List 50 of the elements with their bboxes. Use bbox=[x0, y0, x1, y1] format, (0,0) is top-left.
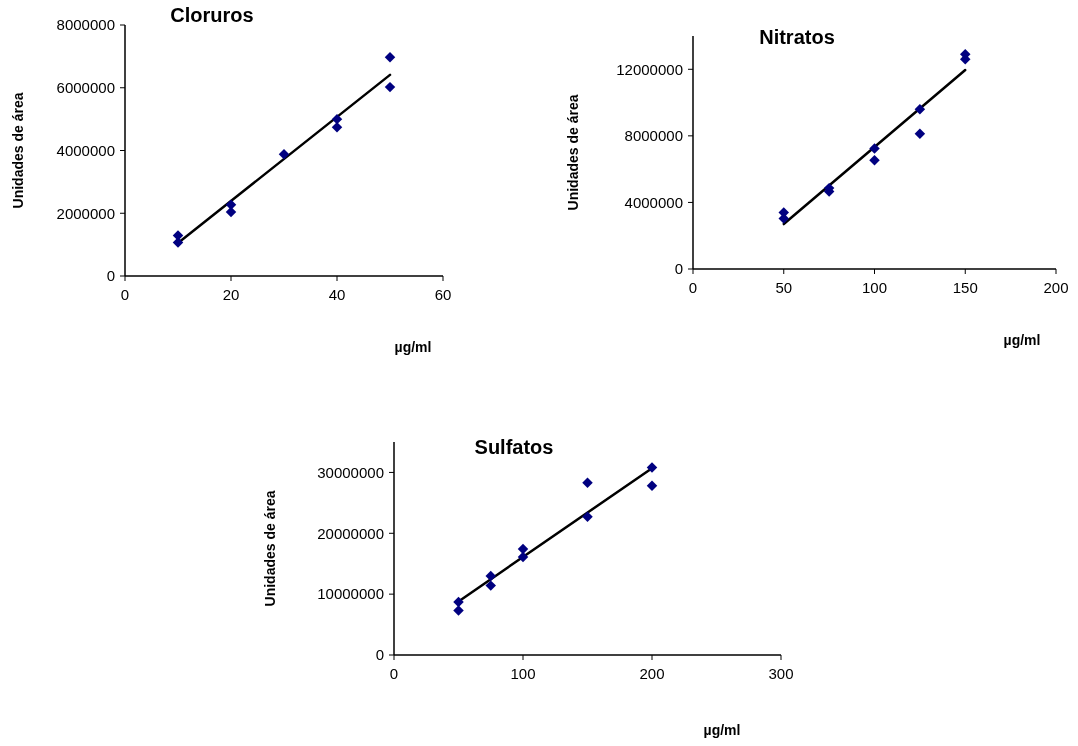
x-axis-title: µg/ml bbox=[1003, 332, 1041, 348]
point bbox=[582, 477, 593, 489]
x-tick-label: 20 bbox=[222, 286, 240, 303]
y-tick-label: 0 bbox=[106, 267, 115, 285]
y-axis-title: Unidades de área bbox=[9, 92, 26, 209]
y-tick-label: 30000000 bbox=[317, 463, 384, 481]
point bbox=[914, 128, 926, 140]
chart-title: Sulfatos bbox=[474, 436, 554, 458]
x-tick-label: 0 bbox=[688, 279, 698, 296]
point bbox=[331, 122, 343, 133]
y-tick-label: 6000000 bbox=[56, 79, 115, 96]
x-tick-label: 200 bbox=[1043, 279, 1069, 296]
x-tick-label: 0 bbox=[120, 286, 130, 303]
y-tick-label: 10000000 bbox=[317, 585, 384, 603]
x-axis-title: µg/ml bbox=[703, 722, 741, 738]
x-tick-label: 300 bbox=[768, 665, 794, 682]
y-axis-title: Unidades de área bbox=[261, 490, 278, 607]
point bbox=[646, 462, 658, 473]
y-tick-label: 8000000 bbox=[624, 127, 683, 145]
point bbox=[485, 580, 496, 591]
y-tick-label: 0 bbox=[674, 260, 683, 278]
point bbox=[582, 511, 593, 523]
point bbox=[384, 81, 396, 93]
y-tick-label: 4000000 bbox=[624, 193, 683, 211]
x-tick-label: 0 bbox=[389, 665, 399, 682]
x-tick-label: 150 bbox=[952, 279, 978, 296]
y-tick-label: 4000000 bbox=[56, 141, 115, 159]
x-tick-label: 60 bbox=[434, 286, 452, 303]
chart-title: Cloruros bbox=[170, 4, 254, 26]
y-tick-label: 12000000 bbox=[616, 60, 683, 78]
point bbox=[869, 154, 880, 166]
chart-title: Nitratos bbox=[759, 26, 835, 48]
y-tick-label: 8000000 bbox=[56, 16, 115, 34]
point bbox=[485, 570, 496, 582]
point bbox=[278, 149, 290, 160]
x-tick-label: 200 bbox=[639, 665, 665, 682]
point bbox=[869, 143, 880, 154]
x-tick-label: 40 bbox=[328, 286, 346, 303]
x-tick-label: 100 bbox=[861, 279, 888, 296]
y-axis-title: Unidades de área bbox=[564, 94, 581, 211]
point bbox=[384, 52, 396, 63]
point bbox=[646, 480, 658, 492]
x-axis-title: µg/ml bbox=[394, 339, 432, 355]
x-tick-label: 100 bbox=[510, 665, 536, 682]
point bbox=[914, 103, 926, 115]
y-tick-label: 20000000 bbox=[317, 524, 384, 542]
x-tick-label: 50 bbox=[775, 279, 793, 296]
y-tick-label: 0 bbox=[375, 646, 384, 664]
y-tick-label: 2000000 bbox=[56, 204, 115, 222]
point bbox=[453, 605, 464, 616]
